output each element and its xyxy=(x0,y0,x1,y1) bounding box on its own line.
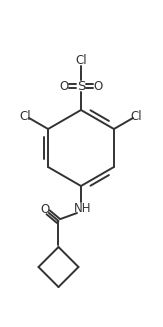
Text: O: O xyxy=(59,79,69,93)
Text: Cl: Cl xyxy=(20,110,31,123)
Text: Cl: Cl xyxy=(75,54,87,66)
Text: NH: NH xyxy=(74,201,92,215)
Text: O: O xyxy=(40,203,49,216)
Text: S: S xyxy=(77,79,85,93)
Text: Cl: Cl xyxy=(131,110,142,123)
Text: O: O xyxy=(93,79,103,93)
